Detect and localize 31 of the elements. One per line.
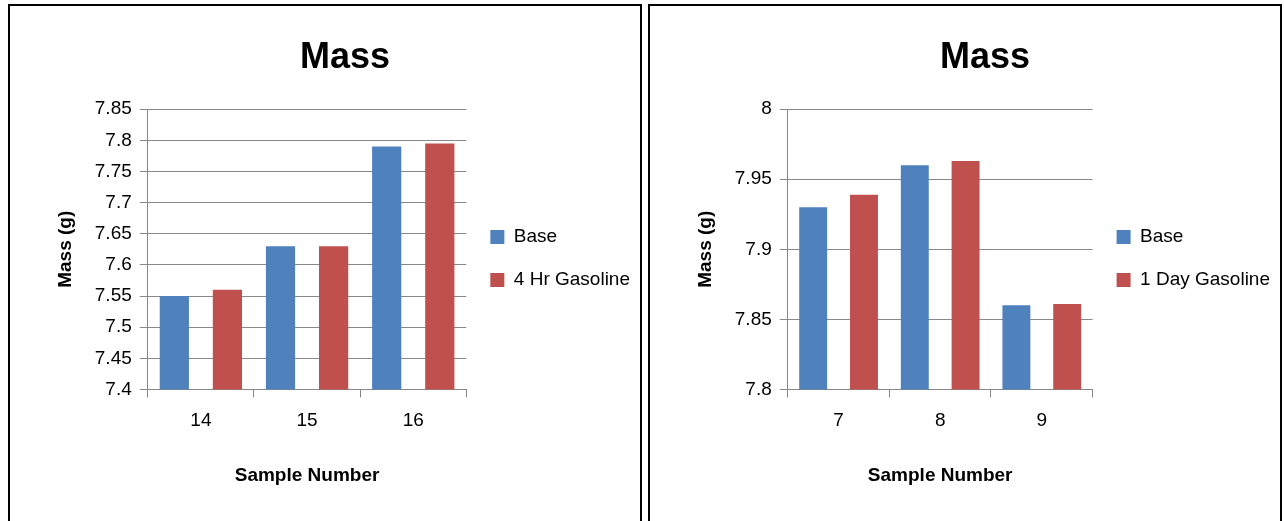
y-tick-label: 7.45: [94, 346, 132, 368]
legend-label: 4 Hr Gasoline: [513, 268, 631, 290]
y-tick-label: 7.7: [105, 190, 132, 212]
y-tick-label: 7.85: [94, 97, 132, 119]
legend-label: Base: [1140, 225, 1184, 247]
y-tick-label: 7.9: [745, 237, 772, 259]
x-tick-label: 9: [1036, 409, 1048, 431]
x-tick-label: 16: [402, 409, 424, 431]
y-tick-label: 7.75: [94, 159, 132, 181]
x-axis-title: Sample Number: [867, 463, 1014, 485]
y-tick-label: 7.4: [105, 377, 133, 399]
x-tick-label: 15: [296, 409, 318, 431]
y-tick-label: 7.85: [734, 307, 772, 329]
x-tick-label: 8: [934, 409, 946, 431]
legend-label: Base: [513, 225, 558, 247]
x-axis-title: Sample Number: [234, 463, 380, 485]
y-tick-label: 7.8: [745, 377, 772, 399]
y-axis-title: Mass (g): [53, 210, 75, 288]
x-tick-label: 7: [833, 409, 844, 431]
y-tick-label: 7.6: [105, 253, 132, 275]
y-tick-label: 7.8: [105, 128, 132, 150]
chart-title: Mass: [299, 34, 391, 76]
y-tick-label: 7.55: [94, 284, 132, 306]
y-tick-label: 7.95: [734, 167, 772, 189]
y-tick-label: 8: [761, 97, 772, 119]
y-tick-label: 7.5: [105, 315, 132, 337]
chart-title: Mass: [939, 34, 1031, 76]
y-axis-title: Mass (g): [693, 210, 715, 288]
x-tick-label: 14: [190, 409, 212, 431]
y-tick-label: 7.65: [94, 221, 132, 243]
legend-label: 1 Day Gasoline: [1140, 268, 1270, 290]
